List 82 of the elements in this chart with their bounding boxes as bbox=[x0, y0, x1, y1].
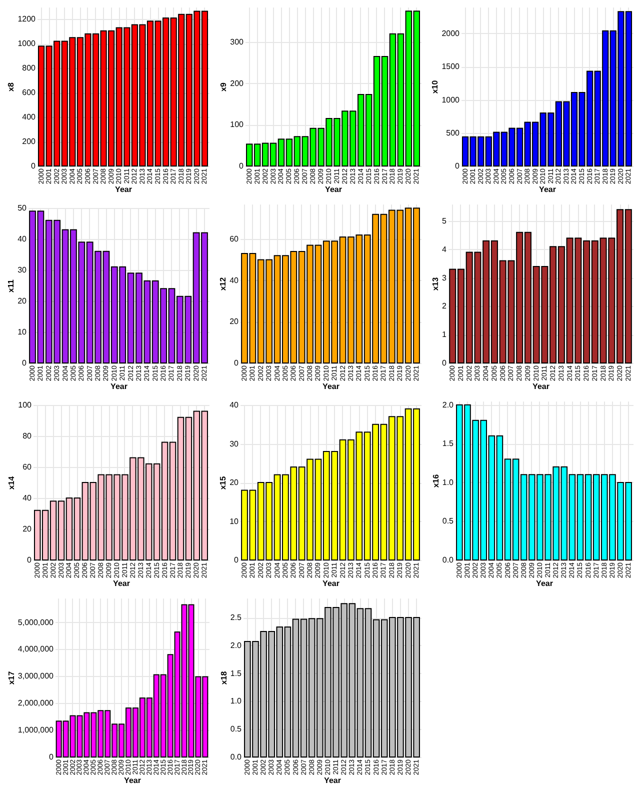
y-tick-label: 30 bbox=[18, 266, 28, 274]
y-tick-label: 4,000,000 bbox=[18, 644, 54, 654]
y-tick-label: 1200 bbox=[18, 14, 36, 24]
y-tick-label: 400 bbox=[22, 112, 36, 122]
y-tick-label: 500 bbox=[446, 128, 460, 138]
x-axis-title: Year bbox=[322, 579, 340, 588]
y-tick-label: 3,000,000 bbox=[18, 672, 54, 681]
y-tick-label: 2 bbox=[442, 302, 448, 311]
y-tick-label: 40 bbox=[18, 234, 28, 244]
y-tick-label: 4 bbox=[442, 244, 448, 254]
y-tick-label: 0.5 bbox=[442, 516, 454, 526]
y-tick-label: 20 bbox=[18, 296, 28, 306]
y-axis-title: x11 bbox=[6, 278, 16, 292]
y-tick-label: 10 bbox=[18, 328, 28, 336]
y-tick-label: 1.0 bbox=[230, 696, 242, 706]
y-axis-title: x17 bbox=[6, 670, 16, 685]
y-axis-title: x9 bbox=[219, 82, 228, 92]
y-axis-title: x8 bbox=[6, 82, 16, 92]
x-axis-title: Year bbox=[322, 382, 340, 392]
x-axis-title: Year bbox=[532, 382, 550, 392]
y-tick-label: 0 bbox=[234, 358, 240, 368]
y-tick-label: 0 bbox=[234, 556, 240, 564]
y-tick-label: 2000 bbox=[442, 29, 460, 38]
y-tick-label: 1000 bbox=[442, 95, 460, 104]
y-tick-label: 60 bbox=[230, 234, 240, 244]
y-tick-label: 0 bbox=[455, 162, 460, 170]
y-tick-label: 2.5 bbox=[230, 613, 242, 622]
y-tick-label: 0.0 bbox=[442, 556, 454, 564]
y-tick-label: 40 bbox=[230, 400, 240, 410]
x-axis-title: Year bbox=[124, 776, 141, 786]
y-axis-title: x16 bbox=[431, 474, 440, 488]
x-axis-title: Year bbox=[113, 579, 130, 588]
y-tick-label: 2,000,000 bbox=[18, 698, 54, 708]
y-tick-label: 1000 bbox=[18, 39, 36, 48]
y-tick-label: 0.0 bbox=[230, 752, 242, 762]
y-tick-label: 2.0 bbox=[442, 400, 454, 410]
x-axis-title: Year bbox=[325, 185, 342, 194]
x-axis-title: Year bbox=[536, 579, 553, 588]
y-axis-title: x10 bbox=[430, 80, 440, 94]
y-tick-label: 30 bbox=[230, 439, 240, 448]
y-axis-title: x18 bbox=[219, 670, 228, 685]
y-tick-label: 800 bbox=[22, 64, 36, 73]
y-tick-label: 0.5 bbox=[230, 724, 242, 734]
y-axis-title: x14 bbox=[7, 476, 16, 490]
y-tick-label: 2.0 bbox=[230, 640, 242, 650]
y-tick-label: 600 bbox=[22, 88, 36, 98]
y-tick-label: 1.5 bbox=[442, 439, 454, 448]
y-tick-label: 0 bbox=[27, 556, 32, 564]
y-tick-label: 1,000,000 bbox=[18, 726, 54, 735]
y-tick-label: 5,000,000 bbox=[18, 618, 54, 627]
x-axis-title: Year bbox=[110, 382, 128, 392]
x-axis-title: Year bbox=[539, 185, 556, 194]
y-tick-label: 20 bbox=[22, 524, 32, 534]
y-tick-label: 1500 bbox=[442, 62, 460, 72]
y-tick-label: 50 bbox=[18, 204, 28, 212]
y-tick-label: 100 bbox=[18, 400, 32, 410]
y-tick-label: 100 bbox=[230, 120, 244, 130]
y-tick-label: 300 bbox=[230, 38, 244, 47]
x-axis-title: Year bbox=[115, 185, 132, 194]
y-tick-label: 1.5 bbox=[230, 668, 242, 678]
y-tick-label: 40 bbox=[230, 276, 240, 285]
y-tick-label: 10 bbox=[230, 516, 240, 526]
y-tick-label: 5 bbox=[442, 216, 448, 226]
y-tick-label: 60 bbox=[22, 462, 32, 472]
y-axis-title: x13 bbox=[431, 276, 440, 291]
y-axis-title: x15 bbox=[218, 476, 228, 490]
y-tick-label: 0 bbox=[49, 752, 54, 762]
y-tick-label: 80 bbox=[22, 432, 32, 440]
y-tick-label: 1.0 bbox=[442, 478, 454, 487]
y-tick-label: 1 bbox=[442, 330, 448, 340]
y-tick-label: 200 bbox=[22, 137, 36, 146]
y-tick-label: 40 bbox=[22, 494, 32, 502]
y-tick-label: 20 bbox=[230, 317, 240, 326]
y-tick-label: 0 bbox=[442, 358, 448, 368]
y-axis-title: x12 bbox=[218, 276, 228, 291]
x-axis-title: Year bbox=[324, 776, 341, 786]
y-tick-label: 0 bbox=[22, 358, 28, 368]
y-tick-label: 20 bbox=[230, 478, 240, 487]
y-tick-label: 0 bbox=[239, 162, 244, 170]
y-tick-label: 3 bbox=[442, 273, 448, 282]
y-tick-label: 200 bbox=[230, 78, 244, 88]
y-tick-label: 0 bbox=[31, 162, 36, 170]
